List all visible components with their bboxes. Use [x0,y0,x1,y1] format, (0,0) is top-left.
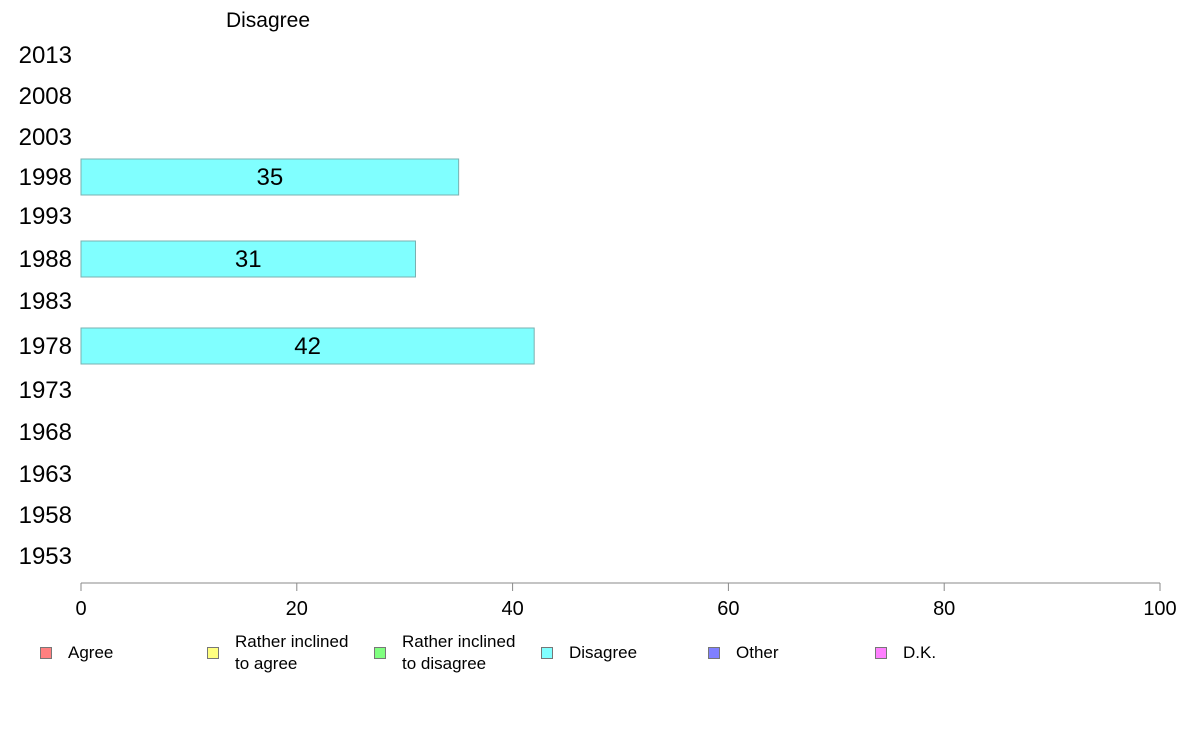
y-tick-label: 1953 [19,543,72,570]
y-tick-label: 1993 [19,203,72,230]
y-tick-label: 1983 [19,288,72,315]
y-tick-label: 1998 [19,164,72,191]
y-tick-label: 1978 [19,333,72,360]
data-label: 35 [256,164,283,191]
legend-swatch [875,647,887,659]
x-tick-label: 0 [75,598,86,620]
x-tick-label: 20 [286,598,308,620]
y-tick-label: 1973 [19,377,72,404]
legend: Agree Rather inclined to agree Rather incl… [0,630,1188,690]
data-label: 31 [235,246,262,273]
legend-item: D.K. [875,630,936,676]
y-tick-label: 1968 [19,419,72,446]
y-tick-label: 1988 [19,246,72,273]
y-tick-label: 2013 [19,42,72,69]
legend-label: Agree [68,643,114,662]
legend-label: Other [736,643,779,662]
legend-label: Rather inclined to disagree [402,632,516,673]
bar-chart: Disagree 2013 2008 2003 1998 1993 1988 1983 197… [19,9,1177,620]
bar [80,327,535,365]
legend-label: D.K. [903,643,937,662]
legend-item: Other [708,630,779,676]
legend-swatch [40,647,52,659]
legend-swatch [207,647,219,659]
x-tick-label: 60 [717,598,739,620]
y-tick-label: 2008 [19,83,72,110]
legend-swatch [374,647,386,659]
bar [80,240,416,278]
y-tick-label: 2003 [19,124,72,151]
bar [80,158,460,196]
legend-label: Disagree [569,643,638,662]
legend-item: Rather inclined to agree [207,630,348,676]
legend-label: Rather inclined to agree [235,632,349,673]
legend-swatch [708,647,720,659]
legend-item: Agree [40,630,113,676]
data-label: 42 [294,333,321,360]
legend-item: Disagree [541,630,637,676]
x-tick-label: 80 [933,598,955,620]
legend-swatch [541,647,553,659]
x-tick-label: 40 [501,598,523,620]
chart-title: Disagree [226,9,310,32]
legend-item: Rather inclined to disagree [374,630,515,676]
y-tick-label: 1958 [19,502,72,529]
y-tick-label: 1963 [19,461,72,488]
x-tick-label: 100 [1143,598,1176,620]
